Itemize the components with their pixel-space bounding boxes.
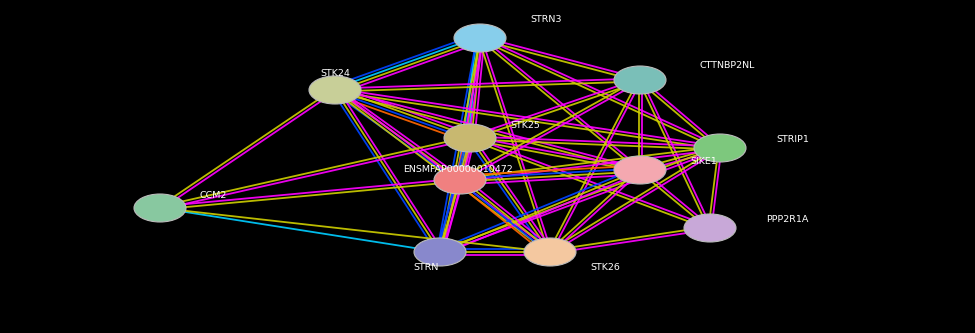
Ellipse shape: [434, 166, 486, 194]
Text: STK26: STK26: [590, 263, 620, 272]
Ellipse shape: [614, 156, 666, 184]
Text: PPP2R1A: PPP2R1A: [766, 215, 808, 224]
Ellipse shape: [684, 214, 736, 242]
Ellipse shape: [134, 194, 186, 222]
Ellipse shape: [444, 124, 496, 152]
Ellipse shape: [414, 238, 466, 266]
Ellipse shape: [454, 24, 506, 52]
Text: CTTNBP2NL: CTTNBP2NL: [700, 62, 756, 71]
Text: ENSMFAP00000010472: ENSMFAP00000010472: [403, 166, 513, 174]
Ellipse shape: [524, 238, 576, 266]
Text: STK24: STK24: [320, 70, 350, 79]
Text: STRIP1: STRIP1: [776, 136, 809, 145]
Text: STRN3: STRN3: [530, 16, 562, 25]
Text: SIKE1: SIKE1: [690, 158, 717, 166]
Text: STK25: STK25: [510, 122, 540, 131]
Ellipse shape: [614, 66, 666, 94]
Text: STRN: STRN: [413, 263, 439, 272]
Ellipse shape: [309, 76, 361, 104]
Ellipse shape: [694, 134, 746, 162]
Text: CCM2: CCM2: [200, 191, 227, 200]
